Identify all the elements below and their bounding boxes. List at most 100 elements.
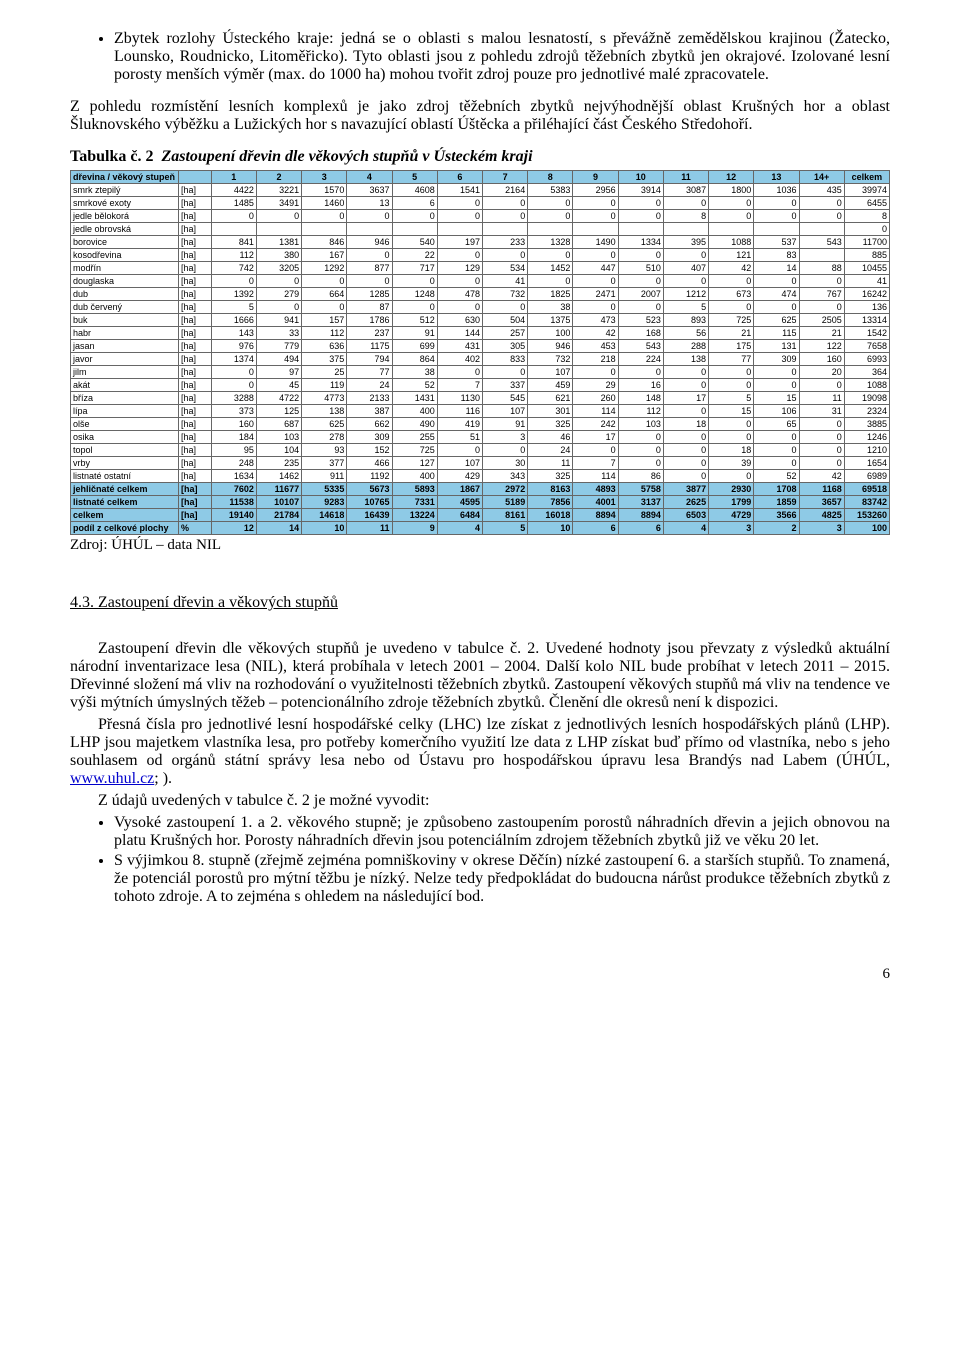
row-value: 3288	[211, 392, 256, 405]
row-value: 14618	[302, 509, 347, 522]
row-value: 168	[618, 327, 663, 340]
row-value: 131	[754, 340, 799, 353]
table-body: smrk ztepilý[ha]442232211570363746081541…	[71, 184, 890, 535]
row-value: 1175	[347, 340, 392, 353]
row-value: 9283	[302, 496, 347, 509]
row-unit: [ha]	[179, 301, 212, 314]
row-value: 0	[799, 210, 844, 223]
table-header-cell: dřevina / věkový stupeň	[71, 171, 179, 184]
row-value: 4595	[437, 496, 482, 509]
row-name: habr	[71, 327, 179, 340]
row-value: 0	[754, 197, 799, 210]
row-value	[302, 223, 347, 236]
row-value: 42	[799, 470, 844, 483]
row-value: 1460	[302, 197, 347, 210]
row-value: 56	[663, 327, 708, 340]
row-unit: [ha]	[179, 210, 212, 223]
para-mid: Z pohledu rozmístění lesních komplexů je…	[70, 98, 890, 134]
row-value: 3	[799, 522, 844, 535]
row-value: 725	[392, 444, 437, 457]
row-value: 3566	[754, 509, 799, 522]
table-header-cell: 2	[256, 171, 301, 184]
row-value: 0	[799, 444, 844, 457]
row-unit: [ha]	[179, 197, 212, 210]
row-value: 160	[799, 353, 844, 366]
row-value: 6484	[437, 509, 482, 522]
uhul-link[interactable]: www.uhul.cz	[70, 770, 154, 787]
row-unit: [ha]	[179, 249, 212, 262]
row-value: 4773	[302, 392, 347, 405]
row-value: 148	[618, 392, 663, 405]
row-value: 0	[256, 301, 301, 314]
row-value: 93	[302, 444, 347, 457]
table-header-cell	[179, 171, 212, 184]
row-value: 1786	[347, 314, 392, 327]
row-value: 10455	[844, 262, 889, 275]
row-value: 1212	[663, 288, 708, 301]
row-value: 0	[754, 301, 799, 314]
table-header-cell: 5	[392, 171, 437, 184]
table-row: topol[ha]9510493152725002400018001210	[71, 444, 890, 457]
row-value: 459	[528, 379, 573, 392]
row-name: podíl z celkové plochy	[71, 522, 179, 535]
row-value: 400	[392, 405, 437, 418]
table-row: dub červený[ha]5008700038005000136	[71, 301, 890, 314]
row-value: 1825	[528, 288, 573, 301]
row-value: 478	[437, 288, 482, 301]
row-value: 1292	[302, 262, 347, 275]
row-value: 69518	[844, 483, 889, 496]
row-value: 2	[754, 522, 799, 535]
row-value: 112	[302, 327, 347, 340]
row-unit: [ha]	[179, 379, 212, 392]
row-value: 83	[754, 249, 799, 262]
row-value: 1130	[437, 392, 482, 405]
row-value: 2133	[347, 392, 392, 405]
row-value: 88	[799, 262, 844, 275]
row-unit: [ha]	[179, 184, 212, 197]
row-value: 431	[437, 340, 482, 353]
row-value: 218	[573, 353, 618, 366]
row-value: 5189	[482, 496, 527, 509]
row-value: 0	[573, 444, 618, 457]
row-value: 0	[663, 431, 708, 444]
section-title: 4.3. Zastoupení dřevin a věkových stupňů	[70, 594, 890, 612]
row-value: 0	[844, 223, 889, 236]
row-value: 510	[618, 262, 663, 275]
row-value: 107	[482, 405, 527, 418]
table-row: javor[ha]1374494375794864402833732218224…	[71, 353, 890, 366]
row-value	[709, 223, 754, 236]
row-value: 8163	[528, 483, 573, 496]
row-value: 0	[709, 431, 754, 444]
row-value: 0	[709, 275, 754, 288]
row-value	[392, 223, 437, 236]
row-value: 0	[573, 197, 618, 210]
row-value: 625	[302, 418, 347, 431]
row-value: 0	[754, 431, 799, 444]
page: Zbytek rozlohy Ústeckého kraje: jedná se…	[0, 0, 960, 1023]
row-value: 24	[528, 444, 573, 457]
row-value: 279	[256, 288, 301, 301]
row-unit: [ha]	[179, 457, 212, 470]
row-value: 846	[302, 236, 347, 249]
row-value: 305	[482, 340, 527, 353]
row-value: 237	[347, 327, 392, 340]
row-value: 11700	[844, 236, 889, 249]
row-value: 0	[709, 470, 754, 483]
row-value: 1708	[754, 483, 799, 496]
species-table: dřevina / věkový stupeň12345678910111213…	[70, 170, 890, 535]
row-value: 19098	[844, 392, 889, 405]
row-value: 0	[347, 210, 392, 223]
row-value: 0	[709, 366, 754, 379]
row-value: 325	[528, 470, 573, 483]
row-value: 0	[799, 379, 844, 392]
row-value: 122	[799, 340, 844, 353]
row-value: 0	[618, 431, 663, 444]
row-unit: [ha]	[179, 223, 212, 236]
row-value: 4729	[709, 509, 754, 522]
row-value: 0	[618, 197, 663, 210]
row-value: 39	[709, 457, 754, 470]
row-value: 941	[256, 314, 301, 327]
row-value: 0	[618, 366, 663, 379]
row-value: 4422	[211, 184, 256, 197]
table-row: smrk ztepilý[ha]442232211570363746081541…	[71, 184, 890, 197]
